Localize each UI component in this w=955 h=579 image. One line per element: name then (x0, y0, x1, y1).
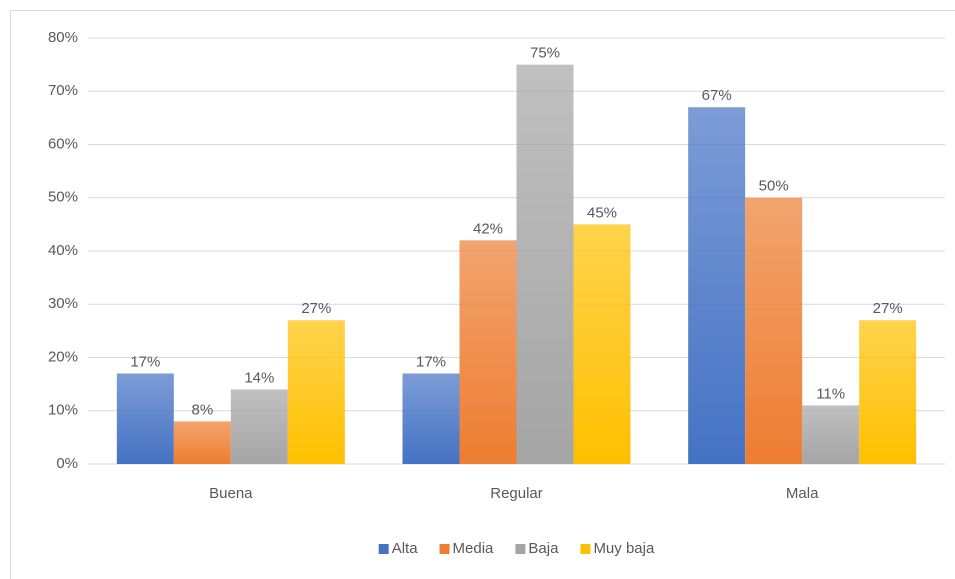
y-tick-label: 70% (48, 82, 78, 99)
data-label: 27% (873, 300, 903, 317)
x-tick-label: Regular (490, 485, 543, 502)
y-tick-label: 50% (48, 189, 78, 206)
data-label: 17% (416, 353, 446, 370)
bar (573, 224, 631, 464)
data-label: 75% (530, 45, 560, 62)
y-tick-label: 60% (48, 135, 78, 152)
legend-swatch (378, 544, 389, 554)
data-label: 14% (244, 369, 274, 386)
bar (173, 421, 231, 464)
data-label: 11% (816, 385, 845, 402)
y-tick-label: 30% (48, 295, 78, 312)
data-label: 50% (759, 178, 789, 195)
bar (230, 389, 288, 464)
y-tick-label: 20% (48, 348, 78, 365)
legend-label: Muy baja (593, 540, 655, 557)
y-tick-label: 0% (56, 455, 78, 472)
data-label: 45% (587, 204, 617, 221)
bar (287, 320, 345, 464)
legend-swatch (439, 544, 450, 554)
legend-swatch (580, 544, 591, 554)
legend-label: Media (453, 540, 495, 557)
bar (745, 197, 803, 464)
legend-label: Alta (392, 540, 419, 557)
bar (116, 373, 174, 464)
bar (516, 64, 574, 464)
data-label: 67% (702, 87, 732, 104)
bar (459, 240, 517, 464)
x-tick-label: Mala (786, 485, 819, 502)
bar (402, 373, 460, 464)
bar (802, 405, 860, 464)
y-tick-label: 80% (48, 29, 78, 46)
y-tick-label: 10% (48, 402, 78, 419)
bar (688, 107, 746, 464)
legend-label: Baja (528, 540, 559, 557)
data-label: 42% (473, 220, 503, 237)
bar (859, 320, 917, 464)
x-tick-label: Buena (209, 485, 253, 502)
legend-swatch (515, 544, 526, 554)
data-label: 17% (130, 353, 160, 370)
data-label: 27% (301, 300, 331, 317)
data-label: 8% (191, 401, 213, 418)
y-tick-label: 40% (48, 242, 78, 259)
